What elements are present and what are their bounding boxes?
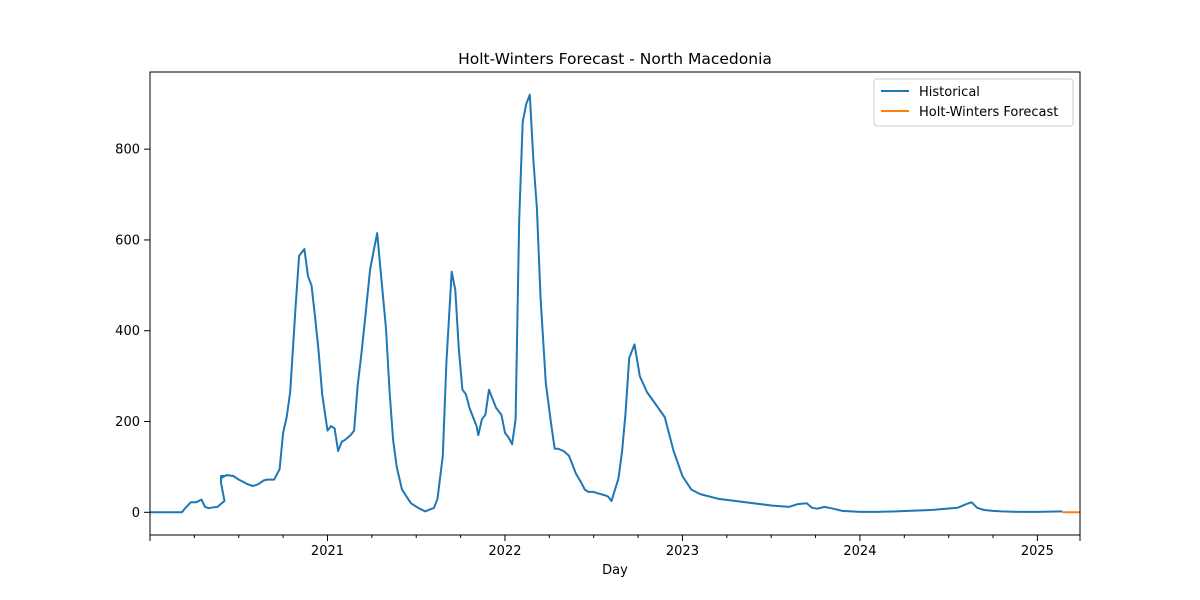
axes-frame [149, 71, 1081, 536]
x-tick-label-2025: 2025 [1021, 544, 1054, 559]
y-axis-ticks: 0 200 400 600 800 [115, 143, 150, 521]
y-tick-label-400: 400 [115, 324, 140, 339]
series-layer [150, 93, 1080, 514]
y-tick-label-600: 600 [115, 233, 140, 248]
legend-forecast-label: Holt-Winters Forecast [919, 105, 1058, 120]
x-tick-label-2021: 2021 [311, 544, 344, 559]
y-tick-label-0: 0 [132, 506, 140, 521]
x-tick-label-2022: 2022 [488, 544, 521, 559]
y-tick-label-200: 200 [115, 415, 140, 430]
legend-box [873, 78, 1074, 127]
x-axis-label: Day [602, 563, 628, 578]
y-tick-label-800: 800 [115, 143, 140, 158]
legend-historical-label: Historical [919, 85, 980, 100]
x-tick-label-2024: 2024 [843, 544, 876, 559]
legend: Historical Holt-Winters Forecast [873, 78, 1074, 127]
x-axis-ticks: 2021 2022 2023 2024 2025 [149, 535, 1081, 559]
x-tick-label-2023: 2023 [666, 544, 699, 559]
plot-area: 2021 2022 2023 2024 2025 0 200 400 600 800 [115, 71, 1081, 559]
series-line-historical [150, 93, 1063, 514]
chart-title: Holt-Winters Forecast - North Macedonia [458, 50, 772, 68]
